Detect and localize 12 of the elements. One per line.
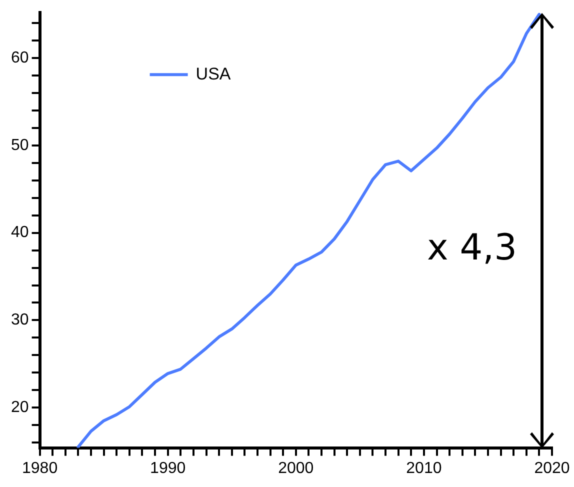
- x-tick-label: 2000: [278, 460, 314, 477]
- x-tick-label: 1990: [150, 460, 186, 477]
- x-tick-label: 2020: [534, 460, 570, 477]
- y-tick-label: 50: [11, 136, 29, 154]
- y-tick-label: 20: [11, 399, 29, 416]
- annotation: x 4,3: [427, 228, 517, 269]
- y-tick-label: 30: [11, 312, 29, 329]
- x-tick-label: 1980: [22, 460, 58, 477]
- x-tick-label: 2010: [406, 460, 442, 477]
- y-tick-label: 60: [11, 49, 29, 66]
- legend-label: USA: [196, 64, 232, 84]
- y-tick-label: 40: [11, 224, 29, 242]
